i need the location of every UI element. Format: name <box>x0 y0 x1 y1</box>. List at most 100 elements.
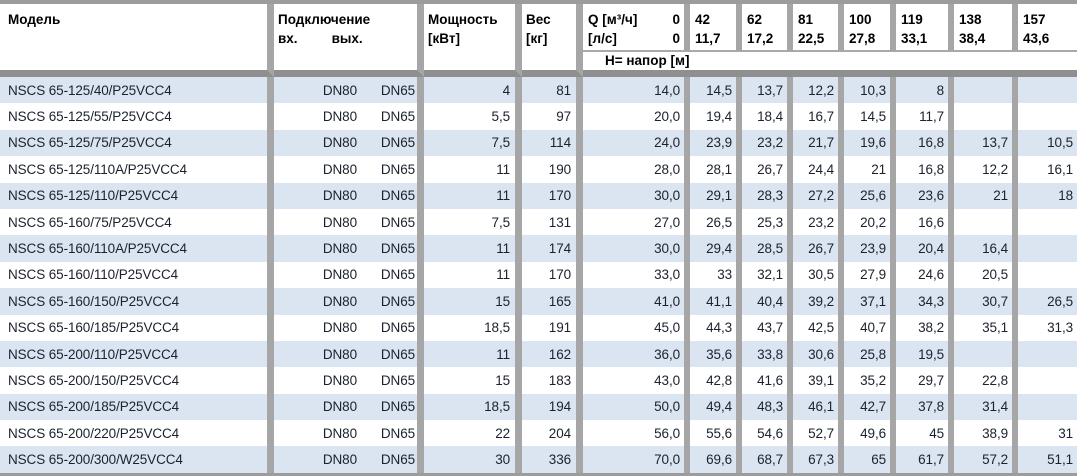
head-cell: 30,5 <box>793 261 845 289</box>
ls-value: 43,6 <box>1023 31 1050 46</box>
power-cell: 11 <box>424 156 523 183</box>
head-cell: 54,6 <box>742 420 794 447</box>
head-cell <box>954 340 1019 368</box>
model-cell: NSCS 65-125/55/P25VCC4 <box>0 103 274 130</box>
column-header-q3: 81 22,5 <box>793 4 845 52</box>
head-cell: 23,2 <box>793 208 845 236</box>
head-cell: 20,0 <box>583 103 691 130</box>
table-row: NSCS 65-200/150/P25VCC4 DN80 DN65 15 183… <box>0 367 1077 394</box>
power-cell: 11 <box>424 235 523 262</box>
weight-cell: 131 <box>522 208 584 236</box>
head-cell: 26,7 <box>793 235 845 262</box>
head-cell: 10,5 <box>1047 135 1074 151</box>
model-cell: NSCS 65-160/75/P25VCC4 <box>0 208 274 236</box>
head-cell: 68,7 <box>742 446 794 473</box>
head-cell: 16,7 <box>793 103 845 130</box>
ls-value: 11,7 <box>695 31 721 46</box>
head-cell: 16,8 <box>896 129 955 157</box>
head-cell: 43,7 <box>742 314 794 341</box>
power-cell: 18,5 <box>424 393 523 421</box>
weight-cell: 97 <box>522 103 584 130</box>
head-cell: 20,4 <box>896 235 955 262</box>
column-header-q7: 157 43,6 <box>1018 4 1077 52</box>
head-cell <box>1018 235 1077 261</box>
head-cell: 51,1 <box>1047 452 1074 468</box>
head-cell: 28,3 <box>742 182 794 209</box>
model-cell: NSCS 65-160/110/P25VCC4 <box>0 261 274 289</box>
inlet-cell: DN80 <box>322 372 357 388</box>
head-unit-label: H= напор [м] <box>605 53 690 68</box>
head-cell <box>1018 103 1077 129</box>
head-cell: 36,0 <box>583 340 691 368</box>
head-cell: 20,2 <box>844 208 897 236</box>
table-row: NSCS 65-200/110/P25VCC4 DN80 DN65 11 162… <box>0 340 1077 368</box>
head-cell: 12,2 <box>954 156 1019 183</box>
head-cell <box>954 103 1019 130</box>
header-row-main: Модель Подключение вх. вых. Мощность [кВ… <box>0 4 1077 77</box>
head-cell: 42,8 <box>690 367 743 394</box>
head-cell: 25,6 <box>844 182 897 209</box>
head-cell: 70,0 <box>583 446 691 473</box>
model-header-label: Модель <box>8 12 61 27</box>
table-row: NSCS 65-125/110/P25VCC4 DN80 DN65 11 170… <box>0 182 1077 209</box>
head-cell: 13,7 <box>954 129 1019 157</box>
model-cell: NSCS 65-200/185/P25VCC4 <box>0 393 274 421</box>
ls-value-0: 0 <box>672 31 681 46</box>
head-cell: 24,6 <box>896 261 955 289</box>
inlet-cell: DN80 <box>322 425 357 441</box>
head-cell: 46,1 <box>793 393 845 421</box>
weight-cell: 191 <box>522 314 584 341</box>
table-row: NSCS 65-125/55/P25VCC4 DN80 DN65 5,5 97 … <box>0 103 1077 130</box>
head-cell: 23,6 <box>896 182 955 209</box>
head-cell <box>1018 262 1077 288</box>
head-cell: 35,2 <box>844 367 897 394</box>
column-header-q0: Q [м³/ч] 0 [л/с] 0 <box>583 4 691 52</box>
head-cell: 56,0 <box>583 420 691 447</box>
head-cell: 23,2 <box>742 129 794 157</box>
weight-cell: 114 <box>522 129 584 157</box>
inlet-cell: DN80 <box>322 135 357 151</box>
table-row: NSCS 65-160/150/P25VCC4 DN80 DN65 15 165… <box>0 288 1077 315</box>
inlet-cell: DN80 <box>322 452 357 468</box>
head-cell: 52,7 <box>793 420 845 447</box>
column-header-q1: 42 11,7 <box>690 4 743 52</box>
head-cell: 39,1 <box>793 367 845 394</box>
head-cell: 31,4 <box>954 393 1019 421</box>
head-cell <box>1018 367 1077 393</box>
head-cell: 14,5 <box>690 77 743 104</box>
head-cell: 37,1 <box>844 288 897 315</box>
ls-value: 27,8 <box>849 31 876 46</box>
power-cell: 7,5 <box>424 129 523 157</box>
head-cell: 21 <box>954 182 1019 209</box>
table-row: NSCS 65-160/185/P25VCC4 DN80 DN65 18,5 1… <box>0 314 1077 341</box>
inlet-cell: DN80 <box>322 109 357 125</box>
head-cell: 38,9 <box>954 420 1019 447</box>
inlet-cell: DN80 <box>322 161 357 177</box>
q-value: 138 <box>959 12 982 27</box>
q-value: 42 <box>695 12 711 27</box>
table-row: NSCS 65-125/40/P25VCC4 DN80 DN65 4 81 14… <box>0 77 1077 104</box>
power-cell: 4 <box>424 77 523 104</box>
weight-header-unit: [кг] <box>526 31 548 46</box>
head-cell: 29,4 <box>690 235 743 262</box>
header-row-head: H= напор [м] <box>0 52 1077 77</box>
head-cell: 27,2 <box>793 182 845 209</box>
power-header-unit: [кВт] <box>428 31 460 46</box>
head-cell: 67,3 <box>793 446 845 473</box>
weight-header-label: Вес <box>526 12 551 27</box>
head-cell: 16,4 <box>954 235 1019 262</box>
head-cell: 14,0 <box>583 77 691 104</box>
head-cell: 26,5 <box>1047 293 1074 309</box>
ls-value: 38,4 <box>959 31 986 46</box>
outlet-cell: DN65 <box>360 314 425 341</box>
head-cell: 27,9 <box>844 261 897 289</box>
head-cell: 38,2 <box>896 314 955 341</box>
inlet-header-label: вх. <box>278 31 298 46</box>
head-cell: 42,5 <box>793 314 845 341</box>
weight-cell: 336 <box>522 446 584 473</box>
model-cell: NSCS 65-160/185/P25VCC4 <box>0 314 274 341</box>
table-row: NSCS 65-125/110A/P25VCC4 DN80 DN65 11 19… <box>0 156 1077 183</box>
head-cell: 28,5 <box>742 235 794 262</box>
q-value: 62 <box>747 12 763 27</box>
